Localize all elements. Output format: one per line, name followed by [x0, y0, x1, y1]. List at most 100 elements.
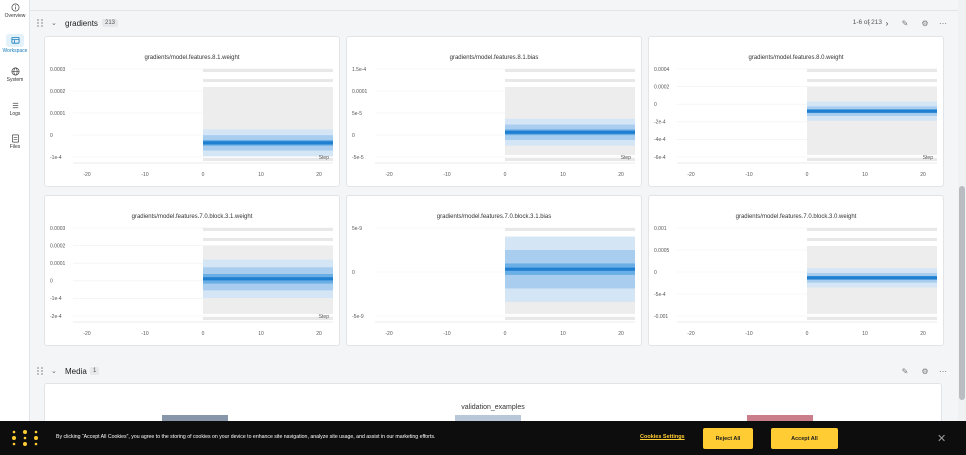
reject-all-button[interactable]: Reject All	[703, 428, 753, 449]
histogram-core-band	[807, 109, 937, 113]
x-tick-label: 0	[504, 172, 507, 178]
x-tick-label: -20	[687, 331, 694, 337]
x-tick-label: 10	[258, 172, 264, 178]
prev-page-icon[interactable]: ‹	[867, 18, 871, 28]
scrollbar[interactable]	[958, 0, 966, 455]
accept-all-button[interactable]: Accept All	[771, 428, 838, 449]
x-tick-label: 0	[806, 172, 809, 178]
next-page-icon[interactable]: ›	[885, 18, 889, 28]
drag-handle-icon[interactable]	[36, 18, 44, 28]
y-tick-label: 1.5e-4	[352, 67, 366, 73]
histogram-band	[807, 228, 937, 231]
x-tick-label: 0	[504, 331, 507, 337]
scrollbar-thumb[interactable]	[959, 186, 965, 400]
settings-icon[interactable]: ⚙	[921, 366, 929, 376]
section-count-badge: 1	[90, 367, 100, 375]
chart-panel[interactable]: gradients/model.features.8.1.bias 1.5e-4 0…	[346, 36, 642, 187]
chart-panel[interactable]: gradients/model.features.7.0.block.3.0.w…	[648, 195, 944, 346]
pager-text: 1-6 of 213	[852, 19, 882, 26]
y-tick-label: -6e-4	[654, 155, 666, 161]
x-tick-label: 20	[920, 331, 926, 337]
y-tick-label: 0.0002	[50, 243, 66, 249]
chart-panel[interactable]: gradients/model.features.7.0.block.3.1.b…	[346, 195, 642, 346]
histogram-band	[203, 158, 333, 161]
nav-logs[interactable]: Logs	[0, 101, 30, 117]
histogram-chart: 0.0003 0.0002 0.0001 0 -1e-4 -20 -10 0 10 20 Step	[50, 67, 333, 178]
section-title[interactable]: Media	[65, 367, 87, 376]
histogram-chart: 1.5e-4 0.0001 5e-5 0 -5e-5 -20 -10 0 10 20 Step	[352, 67, 635, 178]
x-tick-label: -10	[745, 331, 752, 337]
histogram-band	[807, 69, 937, 72]
edit-icon[interactable]: ✎	[901, 18, 909, 28]
x-tick-label: 0	[806, 331, 809, 337]
workspace-icon	[10, 36, 20, 44]
chart-panel[interactable]: gradients/model.features.7.0.block.3.1.w…	[44, 195, 340, 346]
histogram-chart: 0.0004 0.0002 0 -2e-4 -4e-4 -6e-4 -20 -10 0 10 20 S…	[654, 67, 937, 178]
histogram-band	[203, 238, 333, 241]
media-section-header: ⌄ Media 1 ✎ ⚙ ⋯	[30, 361, 958, 381]
y-tick-label: 5e-9	[352, 226, 362, 232]
wandb-logo-icon	[12, 430, 38, 446]
x-tick-label: 10	[862, 172, 868, 178]
x-tick-label: 10	[560, 172, 566, 178]
nav-files[interactable]: Files	[0, 134, 30, 150]
nav-system-label: System	[6, 77, 24, 83]
y-tick-label: 0.0001	[352, 89, 368, 95]
globe-icon	[11, 67, 19, 76]
histogram-heatmap-bg	[807, 87, 937, 155]
step-axis-label: Step	[319, 314, 330, 320]
histogram-band	[203, 317, 333, 320]
x-tick-label: 10	[862, 331, 868, 337]
chevron-down-icon[interactable]: ⌄	[51, 20, 57, 27]
settings-icon[interactable]: ⚙	[921, 18, 929, 28]
gradients-section-header: ⌄ gradients 213 1-6 of 213 ‹ › ✎ ⚙ ⋯	[30, 13, 958, 33]
histogram-chart: 0.001 0.0005 0 -5e-4 -0.001 -20 -10 0 10 20	[654, 226, 937, 337]
y-tick-label: 0.0001	[50, 261, 66, 267]
media-thumbnail[interactable]	[747, 415, 813, 425]
y-tick-label: 0.0003	[50, 67, 66, 73]
close-icon[interactable]: ✕	[937, 433, 947, 445]
histogram-core-band	[203, 141, 333, 145]
nav-system[interactable]: System	[0, 67, 30, 83]
y-tick-label: 0.0001	[50, 111, 66, 117]
section-count-badge: 213	[102, 19, 119, 27]
y-tick-label: -4e-4	[654, 137, 666, 143]
more-icon[interactable]: ⋯	[939, 18, 947, 28]
chevron-down-icon[interactable]: ⌄	[51, 368, 57, 375]
histogram-band	[807, 158, 937, 161]
nav-workspace[interactable]: Workspace	[0, 34, 30, 54]
x-tick-label: 0	[202, 172, 205, 178]
y-tick-label: 0	[352, 133, 355, 139]
drag-handle-icon[interactable]	[36, 366, 44, 376]
media-thumbnail[interactable]	[455, 415, 521, 425]
divider	[30, 10, 958, 11]
chart-panel[interactable]: gradients/model.features.8.0.weight 0.000…	[648, 36, 944, 187]
nav-workspace-label: Workspace	[2, 48, 28, 54]
cookies-settings-link[interactable]: Cookies Settings	[640, 434, 685, 440]
x-tick-label: -20	[385, 331, 392, 337]
x-tick-label: -10	[141, 331, 148, 337]
histogram-core-band	[505, 267, 635, 271]
step-axis-label: Step	[621, 155, 632, 161]
chart-panel[interactable]: gradients/model.features.8.1.weight 0.000…	[44, 36, 340, 187]
x-tick-label: 20	[618, 331, 624, 337]
histogram-band	[505, 228, 635, 231]
x-tick-label: -20	[385, 172, 392, 178]
media-thumbnail[interactable]	[162, 415, 228, 425]
edit-icon[interactable]: ✎	[901, 366, 909, 376]
x-tick-label: 10	[258, 331, 264, 337]
file-icon	[11, 134, 19, 143]
section-title[interactable]: gradients	[65, 19, 98, 28]
nav-overview[interactable]: Overview	[0, 3, 30, 19]
left-nav: Overview Workspace System Logs Files	[0, 0, 30, 455]
more-icon[interactable]: ⋯	[939, 366, 947, 376]
step-axis-label: Step	[923, 155, 934, 161]
histogram-core-band	[807, 276, 937, 280]
histogram-chart: 5e-9 0 -5e-9 -20 -10 0 10 20	[352, 226, 635, 337]
histogram-band	[807, 238, 937, 241]
x-tick-label: -10	[443, 172, 450, 178]
y-tick-label: -2e-4	[654, 120, 666, 126]
x-tick-label: 20	[618, 172, 624, 178]
x-tick-label: -20	[687, 172, 694, 178]
chart-title: gradients/model.features.8.1.weight	[144, 55, 240, 61]
